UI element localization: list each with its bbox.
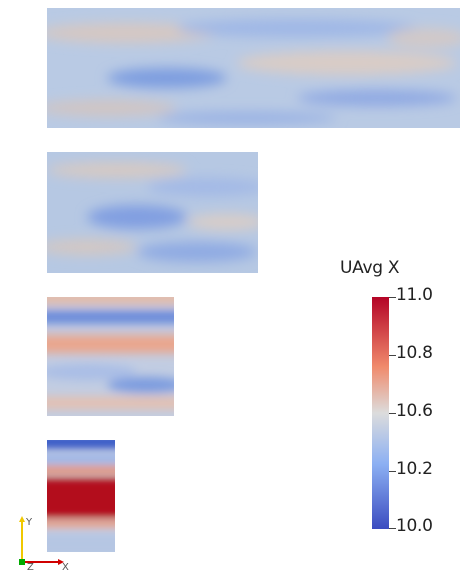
colorbar-label: 10.8 [396, 343, 433, 363]
flow-field-panel-3 [47, 297, 174, 416]
flow-field-panel-1 [47, 8, 460, 128]
colorbar-gradient [372, 297, 389, 529]
axis-z-label: Z [27, 562, 34, 572]
colorbar-label: 10.6 [396, 401, 433, 421]
axis-x-label: X [62, 562, 69, 572]
colorbar-label-max: 11.0 [396, 285, 433, 305]
axis-y-label: Y [25, 517, 33, 528]
colorbar-label-min: 10.0 [396, 516, 433, 536]
flow-field-panel-4 [47, 440, 115, 552]
colorbar-tick [389, 413, 396, 414]
flow-field-panel-2 [47, 152, 258, 273]
colorbar-tick [389, 297, 396, 298]
colorbar-tick [389, 528, 396, 529]
colorbar-tick [389, 355, 396, 356]
orientation-axes-icon: Y X Z [14, 508, 74, 572]
colorbar-tick [389, 471, 396, 472]
colorbar-label: 10.2 [396, 459, 433, 479]
colorbar-title: UAvg X [340, 258, 400, 278]
